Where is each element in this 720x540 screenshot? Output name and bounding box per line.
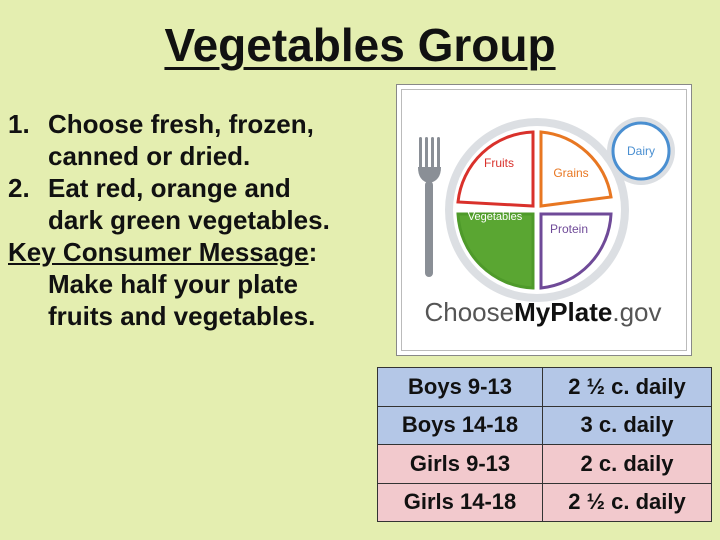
- slide-title: Vegetables Group: [164, 19, 556, 71]
- fork-icon: [418, 137, 441, 277]
- group-cell: Boys 9-13: [377, 367, 543, 407]
- key-message-line: fruits and vegetables.: [48, 301, 316, 331]
- myplate-image: Fruits Grains Vegetables Protein Dairy C…: [396, 84, 692, 356]
- list-number: 2.: [8, 173, 30, 203]
- amount-cell: 2 c. daily: [542, 444, 712, 484]
- key-message-heading: Key Consumer Message:: [8, 237, 318, 267]
- list-line: dark green vegetables.: [48, 205, 330, 235]
- list-number: 1.: [8, 109, 30, 139]
- key-message-label: Key Consumer Message: [8, 237, 309, 267]
- plate-sections: [456, 130, 613, 290]
- amount-cell: 2 ½ c. daily: [542, 367, 712, 407]
- vegetables-label: Vegetables: [468, 211, 523, 223]
- table-row: Girls 9-13 2 c. daily: [377, 444, 712, 484]
- table-row: Boys 14-18 3 c. daily: [377, 405, 712, 445]
- choosemyplate-logo: ChooseMyPlate.gov: [424, 297, 661, 327]
- table-row: Boys 9-13 2 ½ c. daily: [377, 367, 712, 407]
- list-item: 2. Eat red, orange and dark green vegeta…: [8, 172, 378, 236]
- group-cell: Girls 9-13: [377, 444, 543, 484]
- list-line: canned or dried.: [48, 141, 251, 171]
- daily-amount-table: Boys 9-13 2 ½ c. daily Boys 14-18 3 c. d…: [377, 367, 712, 522]
- dairy-label: Dairy: [627, 144, 655, 158]
- amount-cell: 3 c. daily: [542, 405, 712, 445]
- amount-cell: 2 ½ c. daily: [542, 482, 712, 522]
- protein-label: Protein: [550, 222, 588, 236]
- table-row: Girls 14-18 2 ½ c. daily: [377, 482, 712, 522]
- group-cell: Girls 14-18: [377, 482, 543, 522]
- key-message-line: Make half your plate: [48, 269, 298, 299]
- fruits-label: Fruits: [484, 156, 514, 170]
- list-item: 1. Choose fresh, frozen, canned or dried…: [8, 108, 378, 172]
- myplate-graphic: Fruits Grains Vegetables Protein Dairy C…: [418, 117, 675, 327]
- list-line: Eat red, orange and: [48, 173, 291, 203]
- body-text: 1. Choose fresh, frozen, canned or dried…: [8, 108, 378, 332]
- grains-label: Grains: [553, 166, 588, 180]
- group-cell: Boys 14-18: [377, 405, 543, 445]
- list-line: Choose fresh, frozen,: [48, 109, 314, 139]
